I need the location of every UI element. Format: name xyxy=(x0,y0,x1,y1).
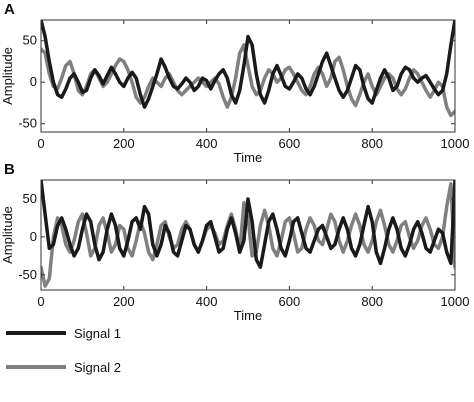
y-axis-label: Amplitude xyxy=(0,47,15,105)
legend: Signal 1 Signal 2 xyxy=(6,326,121,375)
axes-frame xyxy=(40,179,456,291)
x-tick-label: 200 xyxy=(113,294,135,309)
series-line-signal-1 xyxy=(41,180,455,269)
legend-label-signal-2: Signal 2 xyxy=(74,360,121,375)
panel-letter: A xyxy=(4,1,15,18)
series-line-signal-1 xyxy=(41,20,455,109)
y-tick-label: 50 xyxy=(23,33,37,48)
x-tick-label: 0 xyxy=(37,136,44,151)
x-tick-label: 0 xyxy=(37,294,44,309)
y-axis-label: Amplitude xyxy=(0,206,15,264)
x-axis-label: Time xyxy=(234,150,262,165)
series-line-signal-2 xyxy=(41,182,455,288)
x-tick-label: 400 xyxy=(196,294,218,309)
x-tick-label: 400 xyxy=(196,136,218,151)
x-tick-label: 200 xyxy=(113,136,135,151)
x-axis-label: Time xyxy=(234,308,262,323)
x-tick-label: 800 xyxy=(361,136,383,151)
legend-label-signal-1: Signal 1 xyxy=(74,326,121,341)
panel-letter: B xyxy=(4,161,15,178)
x-tick-label: 1000 xyxy=(441,294,470,309)
axes-frame xyxy=(40,19,456,133)
y-tick-label: -50 xyxy=(18,116,37,131)
x-tick-label: 1000 xyxy=(441,136,470,151)
x-tick-label: 800 xyxy=(361,294,383,309)
x-tick-label: 600 xyxy=(279,136,301,151)
series-line-signal-2 xyxy=(41,43,455,118)
y-tick-label: 50 xyxy=(23,191,37,206)
y-tick-label: 0 xyxy=(30,229,37,244)
y-tick-label: 0 xyxy=(30,74,37,89)
x-tick-label: 600 xyxy=(279,294,301,309)
y-tick-label: -50 xyxy=(18,267,37,282)
